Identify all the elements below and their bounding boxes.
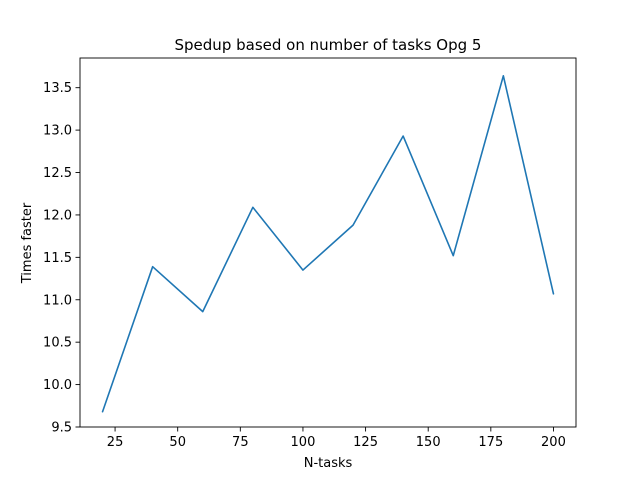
y-tick-label: 11.0 bbox=[43, 293, 72, 308]
x-tick-label: 175 bbox=[478, 435, 503, 450]
y-tick-label: 10.0 bbox=[43, 378, 72, 393]
x-tick-label: 75 bbox=[232, 435, 249, 450]
axes-frame bbox=[79, 57, 577, 428]
y-tick-label: 13.5 bbox=[43, 81, 72, 96]
y-tick-label: 9.5 bbox=[51, 421, 72, 436]
y-axis-label: Times faster bbox=[20, 202, 35, 284]
x-tick-label: 125 bbox=[353, 435, 378, 450]
x-tick-label: 150 bbox=[416, 435, 441, 450]
x-tick-label: 25 bbox=[107, 435, 124, 450]
x-tick-label: 100 bbox=[291, 435, 316, 450]
x-tick-label: 50 bbox=[169, 435, 186, 450]
y-tick-label: 12.0 bbox=[43, 208, 72, 223]
plot-area: 25 50 75 100 125 150 175 200 9.5 10.0 10.5 11.0 11.5… bbox=[43, 57, 577, 450]
x-axis-label: N-tasks bbox=[304, 456, 353, 471]
y-tick-label: 13.0 bbox=[43, 124, 72, 139]
y-tick-label: 12.5 bbox=[43, 166, 72, 181]
y-tick-label: 11.5 bbox=[43, 251, 72, 266]
chart-title: Spedup based on number of tasks Opg 5 bbox=[175, 36, 482, 54]
y-tick-label: 10.5 bbox=[43, 336, 72, 351]
series-line-0 bbox=[101, 75, 555, 413]
x-tick-label: 200 bbox=[541, 435, 566, 450]
